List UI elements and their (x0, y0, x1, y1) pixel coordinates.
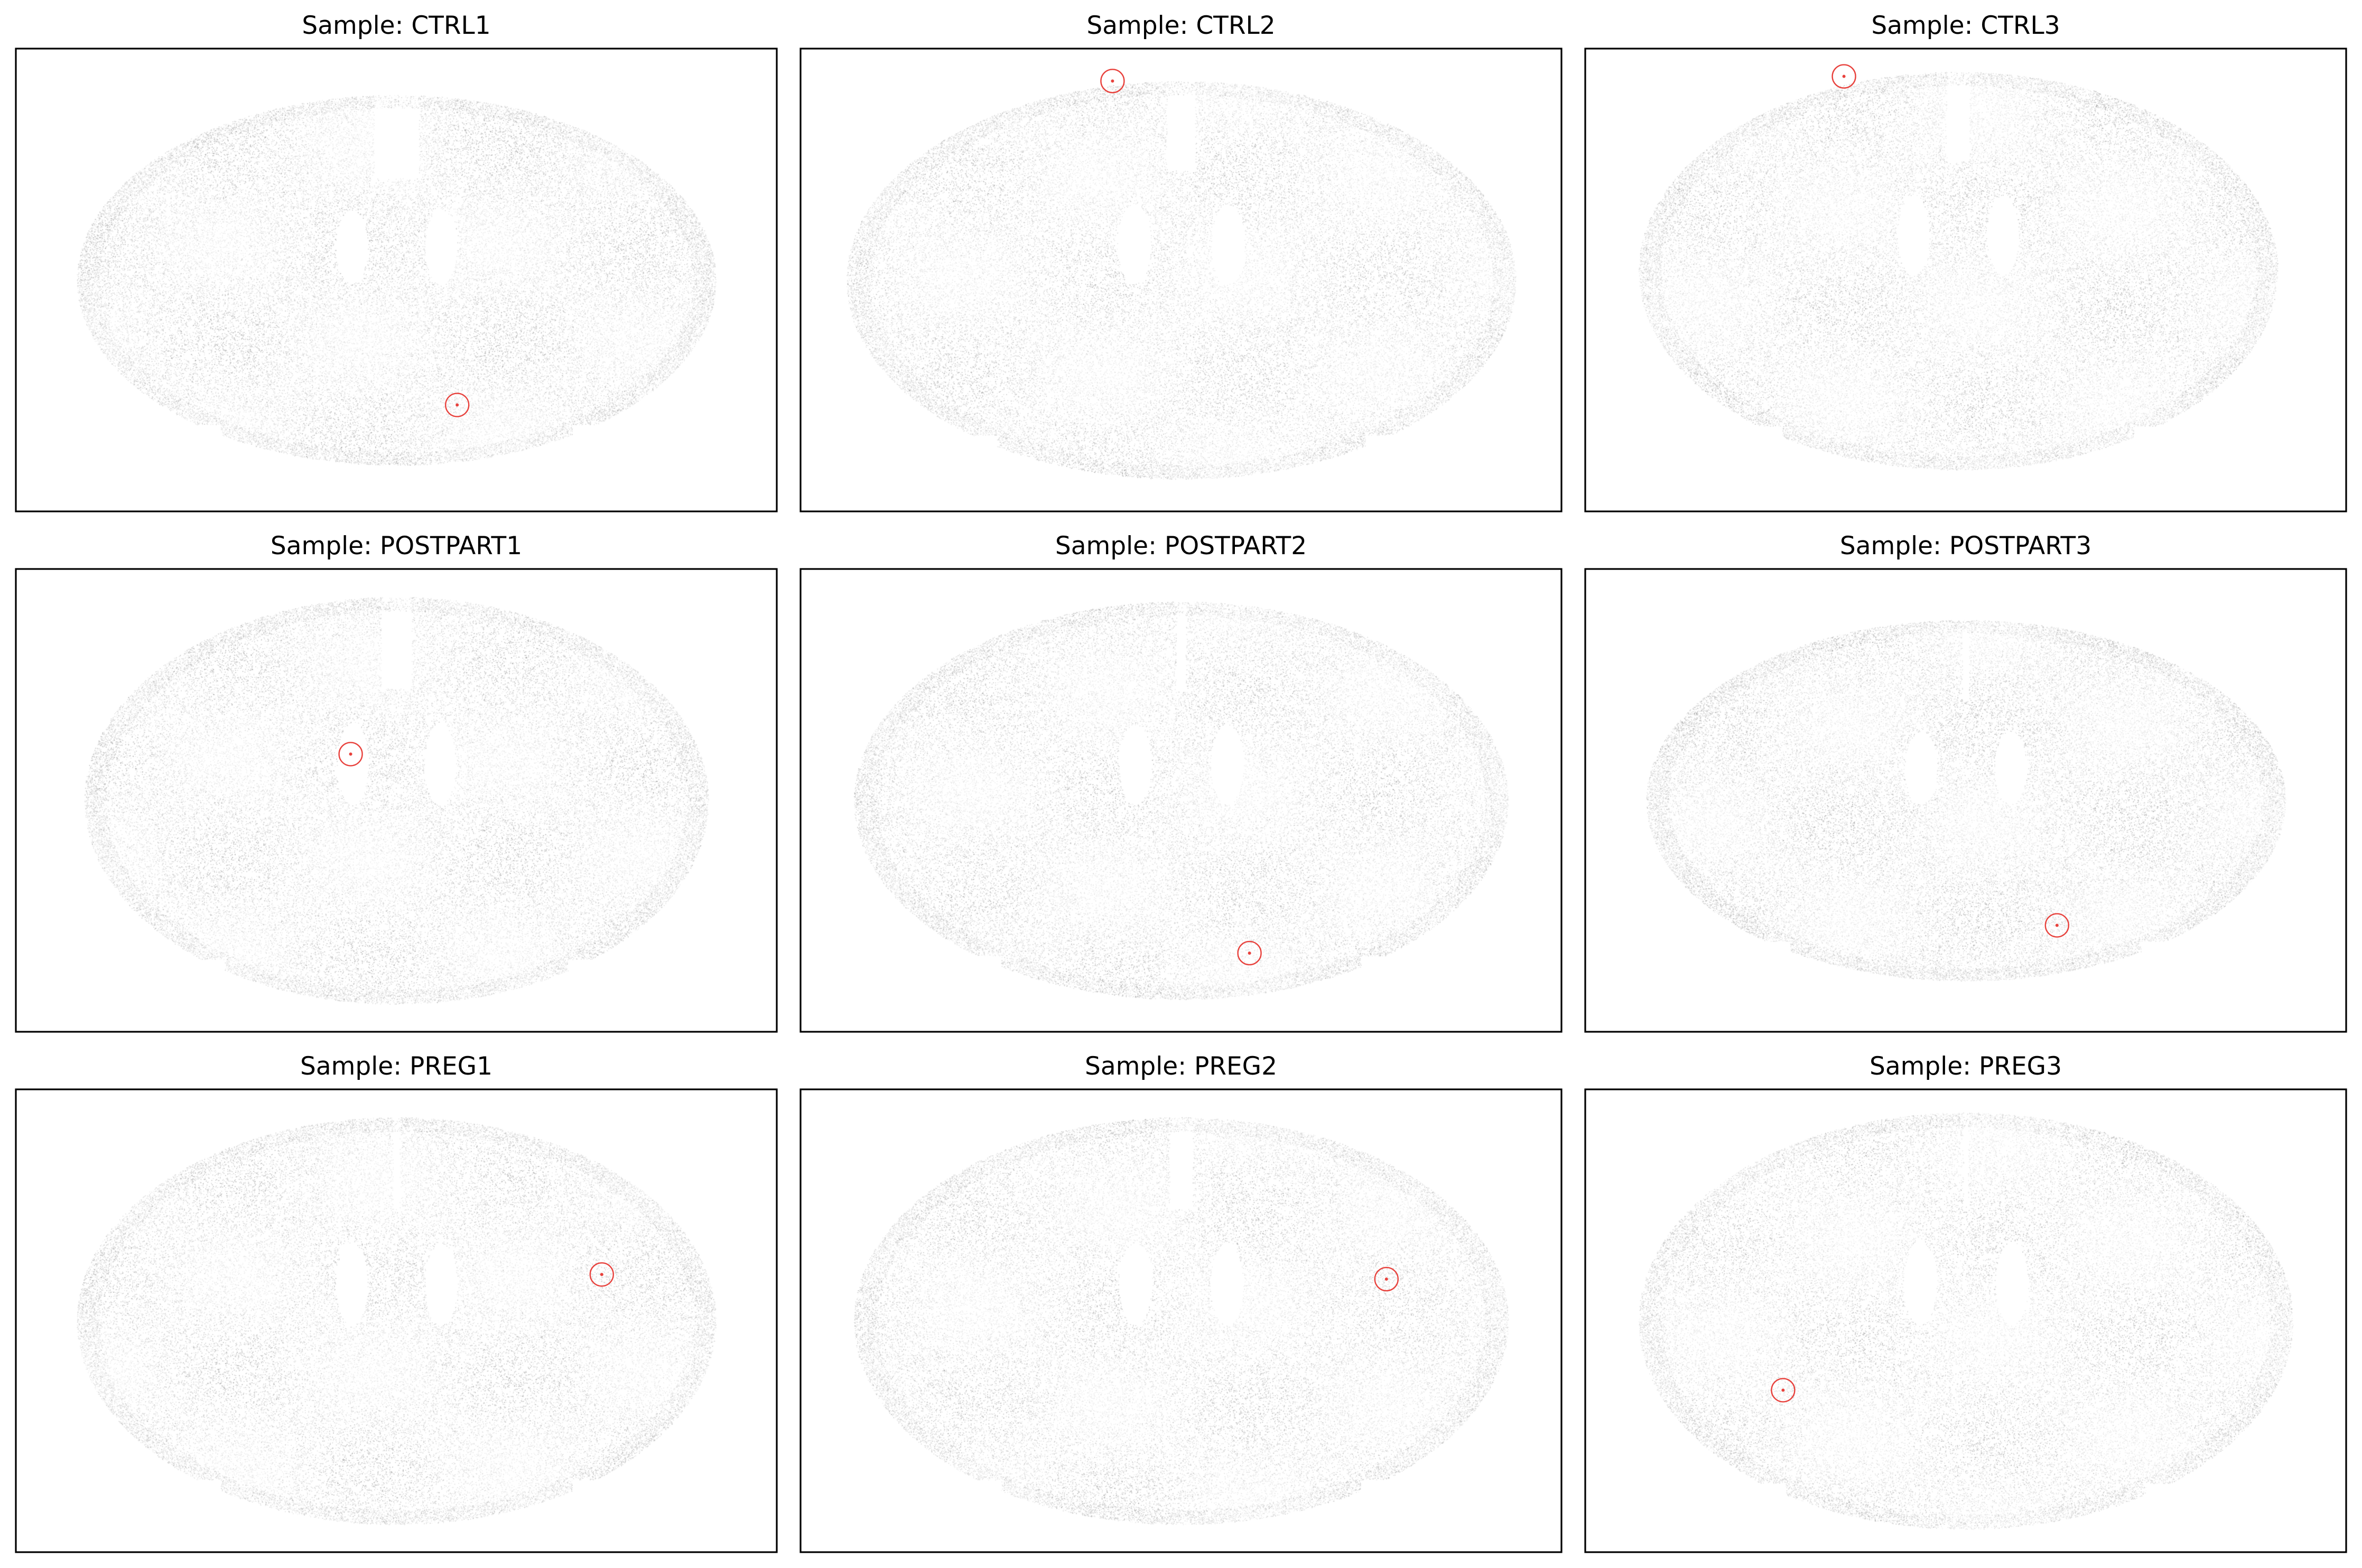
highlight-circle (1100, 69, 1125, 94)
subplot-8: Sample: PREG2 (799, 1052, 1563, 1553)
subplot-frame (1584, 48, 2347, 512)
highlight-point (600, 1273, 603, 1276)
subplot-frame (1584, 1088, 2347, 1553)
subplot-frame (1584, 568, 2347, 1033)
subplot-4: Sample: POSTPART1 (15, 531, 778, 1033)
highlight-point (2055, 923, 2059, 927)
scatter-points (1585, 49, 2346, 511)
subplot-title: Sample: CTRL2 (1086, 11, 1275, 40)
highlight-circle (1237, 940, 1262, 966)
subplot-title: Sample: POSTPART1 (271, 531, 522, 561)
subplot-9: Sample: PREG3 (1584, 1052, 2347, 1553)
highlight-point (455, 403, 459, 407)
highlight-circle (445, 393, 470, 417)
highlight-circle (1374, 1266, 1399, 1292)
highlight-circle (589, 1262, 615, 1287)
scatter-points (16, 569, 777, 1032)
subplot-title: Sample: POSTPART3 (1840, 531, 2091, 561)
scatter-points (16, 49, 777, 511)
subplot-frame (799, 568, 1563, 1033)
scatter-points (801, 1089, 1561, 1552)
scatter-points (801, 569, 1561, 1032)
subplot-frame (15, 568, 778, 1033)
highlight-point (349, 752, 352, 756)
highlight-circle (1771, 1378, 1796, 1403)
subplot-title: Sample: CTRL3 (1871, 11, 2060, 40)
subplot-7: Sample: PREG1 (15, 1052, 778, 1553)
subplot-3: Sample: CTRL3 (1584, 11, 2347, 512)
subplot-title: Sample: POSTPART2 (1055, 531, 1307, 561)
subplot-6: Sample: POSTPART3 (1584, 531, 2347, 1033)
subplot-frame (15, 48, 778, 512)
subplot-2: Sample: CTRL2 (799, 11, 1563, 512)
highlight-circle (338, 742, 363, 767)
highlight-point (1384, 1277, 1388, 1281)
subplot-title: Sample: CTRL1 (302, 11, 490, 40)
scatter-points (16, 1089, 777, 1552)
subplot-1: Sample: CTRL1 (15, 11, 778, 512)
highlight-point (1781, 1388, 1785, 1392)
subplot-frame (15, 1088, 778, 1553)
scatter-points (1585, 1089, 2346, 1552)
subplot-title: Sample: PREG2 (1085, 1052, 1277, 1081)
subplot-frame (799, 48, 1563, 512)
highlight-point (1111, 79, 1114, 83)
highlight-circle (2044, 913, 2070, 938)
scatter-points (1585, 569, 2346, 1032)
scatter-points (801, 49, 1561, 511)
subplot-frame (799, 1088, 1563, 1553)
subplot-5: Sample: POSTPART2 (799, 531, 1563, 1033)
highlight-circle (1831, 64, 1856, 89)
highlight-point (1248, 951, 1251, 955)
highlight-point (1842, 74, 1846, 78)
subplot-title: Sample: PREG3 (1870, 1052, 2062, 1081)
subplot-title: Sample: PREG1 (300, 1052, 492, 1081)
